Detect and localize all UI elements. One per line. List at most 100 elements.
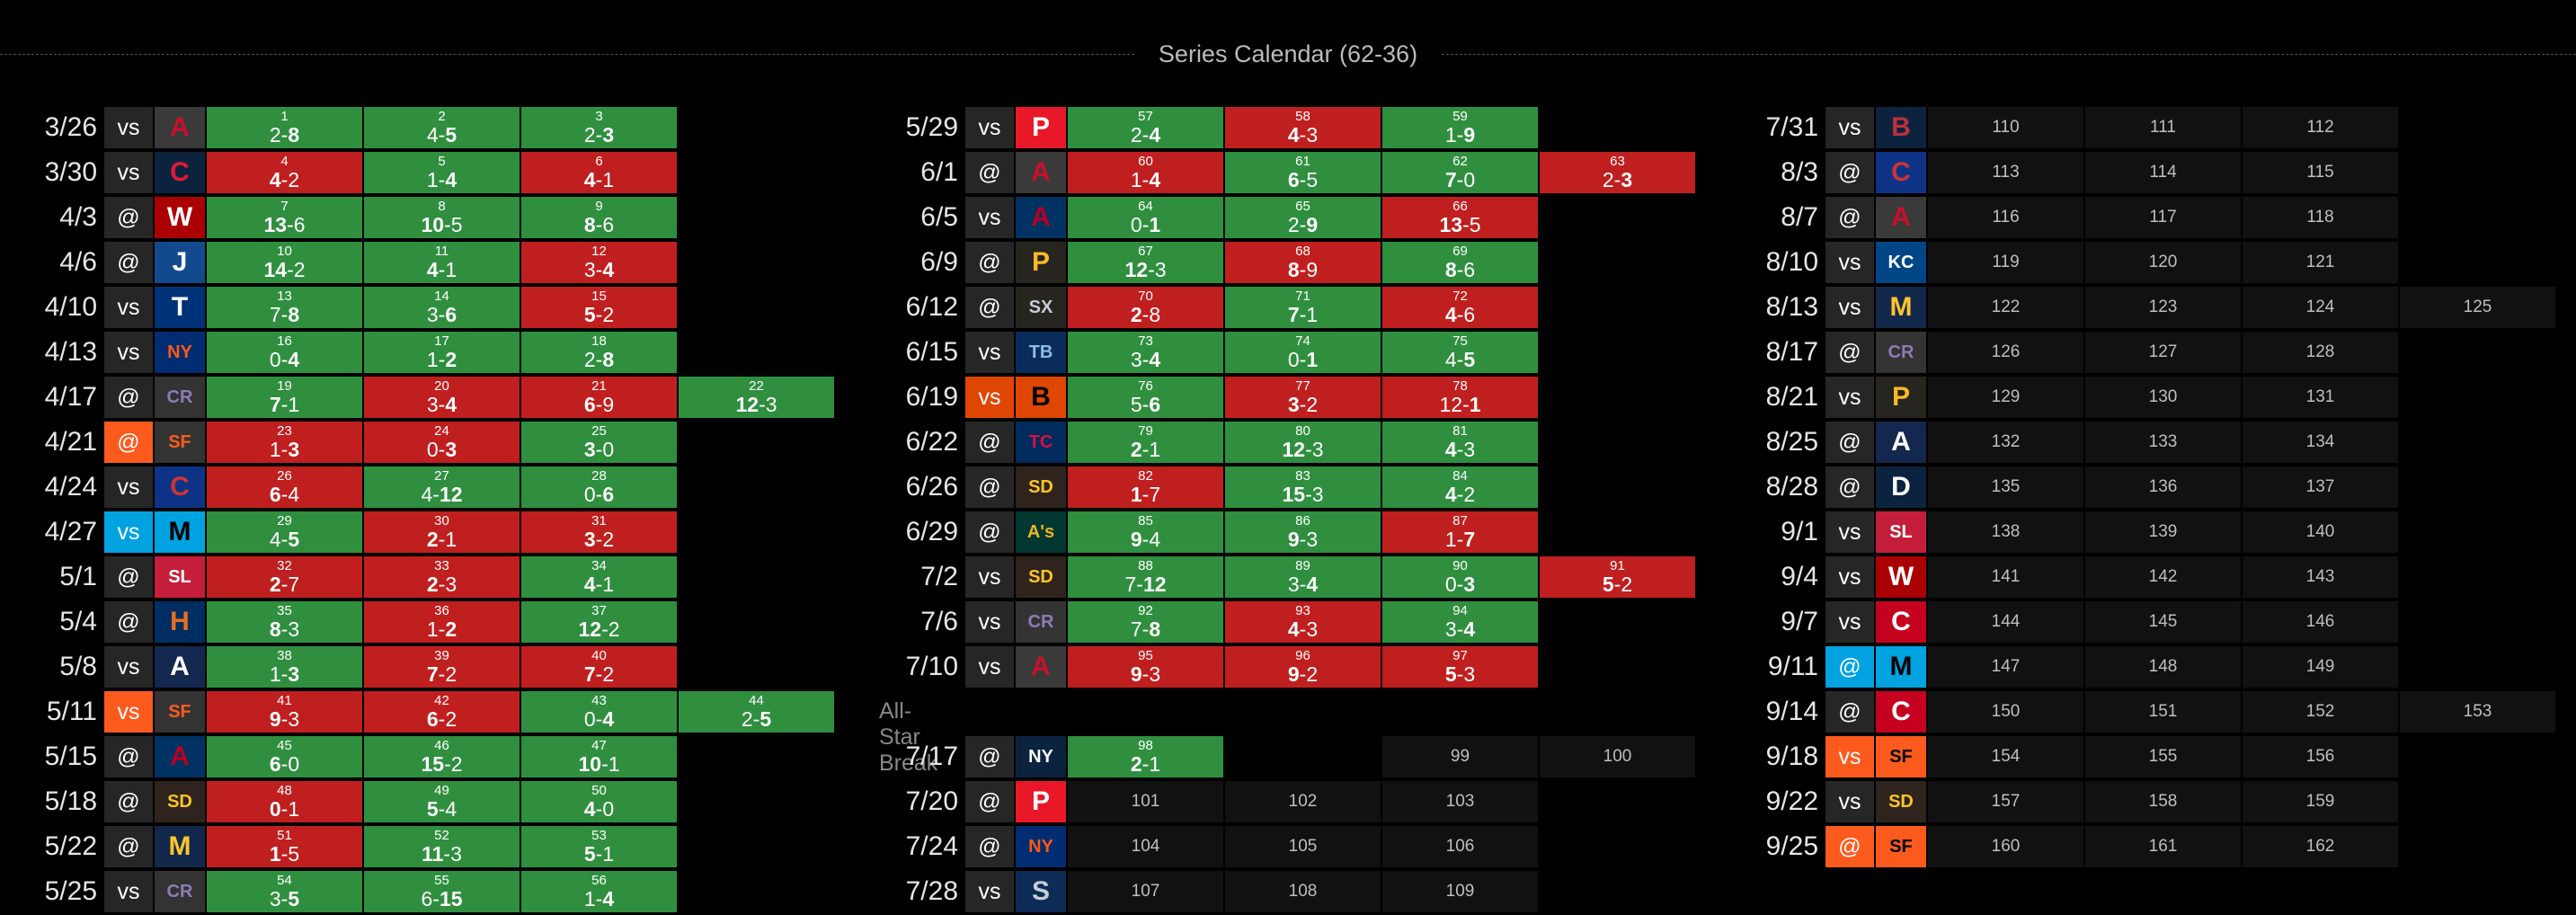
upcoming-game-cell[interactable]: 143	[2243, 556, 2398, 598]
upcoming-game-cell[interactable]: 104	[1068, 826, 1223, 867]
game-result-cell[interactable]: 21 6-9	[521, 377, 677, 418]
game-result-cell[interactable]: 25 3-0	[521, 422, 677, 463]
game-result-cell[interactable]: 65 2-9	[1225, 197, 1381, 238]
upcoming-game-cell[interactable]: 159	[2243, 781, 2398, 822]
upcoming-game-cell[interactable]: 99	[1382, 736, 1538, 777]
upcoming-game-cell[interactable]: 139	[2085, 511, 2241, 553]
upcoming-game-cell[interactable]: 125	[2400, 287, 2555, 328]
game-result-cell[interactable]: 50 4-0	[521, 781, 677, 822]
game-result-cell[interactable]: 59 1-9	[1382, 107, 1538, 148]
upcoming-game-cell[interactable]: 108	[1225, 871, 1381, 912]
game-result-cell[interactable]: 49 5-4	[364, 781, 520, 822]
series-row[interactable]: 7/20 @ P 101 102 103	[861, 781, 1697, 822]
game-result-cell[interactable]: 23 1-3	[207, 422, 362, 463]
series-row[interactable]: 5/25 vs CR 54 3-5 55 6-15 56 1-4	[0, 871, 836, 912]
game-result-cell[interactable]: 58 4-3	[1225, 107, 1381, 148]
game-result-cell[interactable]: 84 4-2	[1382, 466, 1538, 508]
game-result-cell[interactable]: 92 7-8	[1068, 601, 1223, 643]
upcoming-game-cell[interactable]: 127	[2085, 332, 2241, 373]
game-result-cell[interactable]: 89 3-4	[1225, 556, 1381, 598]
upcoming-game-cell[interactable]: 115	[2243, 152, 2398, 193]
series-row[interactable]: 4/21 @ SF 23 1-3 24 0-3 25 3-0	[0, 422, 836, 463]
series-row[interactable]: 8/21 vs P 129 130 131	[1721, 377, 2557, 418]
series-row[interactable]: 6/26 @ SD 82 1-7 83 15-3 84 4-2	[861, 466, 1697, 508]
upcoming-game-cell[interactable]: 160	[1928, 826, 2083, 867]
upcoming-game-cell[interactable]: 158	[2085, 781, 2241, 822]
series-row[interactable]: 6/5 vs A 64 0-1 65 2-9 66 13-5	[861, 197, 1697, 238]
game-result-cell[interactable]: 48 0-1	[207, 781, 362, 822]
series-row[interactable]: 6/29 @ A's 85 9-4 86 9-3 87 1-7	[861, 511, 1697, 553]
upcoming-game-cell[interactable]: 105	[1225, 826, 1381, 867]
series-row[interactable]: 4/24 vs C 26 6-4 27 4-12 28 0-6	[0, 466, 836, 508]
upcoming-game-cell[interactable]: 111	[2085, 107, 2241, 148]
game-result-cell[interactable]: 41 9-3	[207, 691, 362, 733]
series-row[interactable]: 9/7 vs C 144 145 146	[1721, 601, 2557, 643]
upcoming-game-cell[interactable]: 142	[2085, 556, 2241, 598]
game-result-cell[interactable]: 75 4-5	[1382, 332, 1538, 373]
game-result-cell[interactable]: 6 4-1	[521, 152, 677, 193]
series-row[interactable]: 6/12 @ SX 70 2-8 71 7-1 72 4-6	[861, 287, 1697, 328]
upcoming-game-cell[interactable]: 154	[1928, 736, 2083, 777]
series-row[interactable]: 8/17 @ CR 126 127 128	[1721, 332, 2557, 373]
game-result-cell[interactable]: 8 10-5	[364, 197, 520, 238]
upcoming-game-cell[interactable]: 109	[1382, 871, 1538, 912]
upcoming-game-cell[interactable]: 153	[2400, 691, 2555, 733]
series-row[interactable]: 5/11 vs SF 41 9-3 42 6-2 43 0-4 44 2-5	[0, 691, 836, 733]
game-result-cell[interactable]: 14 3-6	[364, 287, 520, 328]
series-row[interactable]: 3/26 vs A 1 2-8 2 4-5 3 2-3	[0, 107, 836, 148]
game-result-cell[interactable]: 86 9-3	[1225, 511, 1381, 553]
series-row[interactable]: 5/8 vs A 38 1-3 39 7-2 40 7-2	[0, 646, 836, 688]
game-result-cell[interactable]: 34 4-1	[521, 556, 677, 598]
game-result-cell[interactable]: 60 1-4	[1068, 152, 1223, 193]
upcoming-game-cell[interactable]: 123	[2085, 287, 2241, 328]
series-row[interactable]: 8/7 @ A 116 117 118	[1721, 197, 2557, 238]
series-row[interactable]: 8/13 vs M 122 123 124 125	[1721, 287, 2557, 328]
game-result-cell[interactable]: 54 3-5	[207, 871, 362, 912]
series-row[interactable]: 4/17 @ CR 19 7-1 20 3-4 21 6-9 22 12-3	[0, 377, 836, 418]
game-result-cell[interactable]: 51 1-5	[207, 826, 362, 867]
game-result-cell[interactable]: 4 4-2	[207, 152, 362, 193]
upcoming-game-cell[interactable]: 140	[2243, 511, 2398, 553]
game-result-cell[interactable]: 98 2-1	[1068, 736, 1223, 777]
upcoming-game-cell[interactable]: 148	[2085, 646, 2241, 688]
game-result-cell[interactable]: 94 3-4	[1382, 601, 1538, 643]
upcoming-game-cell[interactable]: 150	[1928, 691, 2083, 733]
upcoming-game-cell[interactable]: 128	[2243, 332, 2398, 373]
game-result-cell[interactable]: 32 2-7	[207, 556, 362, 598]
game-result-cell[interactable]: 80 12-3	[1225, 422, 1381, 463]
upcoming-game-cell[interactable]: 149	[2243, 646, 2398, 688]
series-row[interactable]: 7/17 @ NY 98 2-1 99 100	[861, 736, 1697, 777]
upcoming-game-cell[interactable]: 138	[1928, 511, 2083, 553]
series-row[interactable]: 5/18 @ SD 48 0-1 49 5-4 50 4-0	[0, 781, 836, 822]
game-result-cell[interactable]: 70 2-8	[1068, 287, 1223, 328]
game-result-cell[interactable]: 15 5-2	[521, 287, 677, 328]
series-row[interactable]: 7/31 vs B 110 111 112	[1721, 107, 2557, 148]
game-result-cell[interactable]: 33 2-3	[364, 556, 520, 598]
upcoming-game-cell[interactable]: 133	[2085, 422, 2241, 463]
upcoming-game-cell[interactable]: 156	[2243, 736, 2398, 777]
game-result-cell[interactable]: 72 4-6	[1382, 287, 1538, 328]
upcoming-game-cell[interactable]: 136	[2085, 466, 2241, 508]
game-result-cell[interactable]: 68 8-9	[1225, 242, 1381, 283]
game-result-cell[interactable]: 20 3-4	[364, 377, 520, 418]
game-result-cell[interactable]: 1 2-8	[207, 107, 362, 148]
series-row[interactable]: 6/22 @ TC 79 2-1 80 12-3 81 4-3	[861, 422, 1697, 463]
game-result-cell[interactable]: 78 12-1	[1382, 377, 1538, 418]
game-result-cell[interactable]: 36 1-2	[364, 601, 520, 643]
series-row[interactable]: 9/25 @ SF 160 161 162	[1721, 826, 2557, 867]
series-row[interactable]: 7/2 vs SD 88 7-12 89 3-4 90 0-3 91 5-2	[861, 556, 1697, 598]
series-row[interactable]: 9/4 vs W 141 142 143	[1721, 556, 2557, 598]
game-result-cell[interactable]: 24 0-3	[364, 422, 520, 463]
upcoming-game-cell[interactable]: 152	[2243, 691, 2398, 733]
upcoming-game-cell[interactable]: 114	[2085, 152, 2241, 193]
game-result-cell[interactable]: 90 0-3	[1382, 556, 1538, 598]
game-result-cell[interactable]: 45 6-0	[207, 736, 362, 777]
series-row[interactable]: 4/27 vs M 29 4-5 30 2-1 31 3-2	[0, 511, 836, 553]
game-result-cell[interactable]: 93 4-3	[1225, 601, 1381, 643]
series-row[interactable]: 9/18 vs SF 154 155 156	[1721, 736, 2557, 777]
game-result-cell[interactable]: 87 1-7	[1382, 511, 1538, 553]
game-result-cell[interactable]: 69 8-6	[1382, 242, 1538, 283]
game-result-cell[interactable]: 88 7-12	[1068, 556, 1223, 598]
upcoming-game-cell[interactable]: 146	[2243, 601, 2398, 643]
game-result-cell[interactable]: 10 14-2	[207, 242, 362, 283]
